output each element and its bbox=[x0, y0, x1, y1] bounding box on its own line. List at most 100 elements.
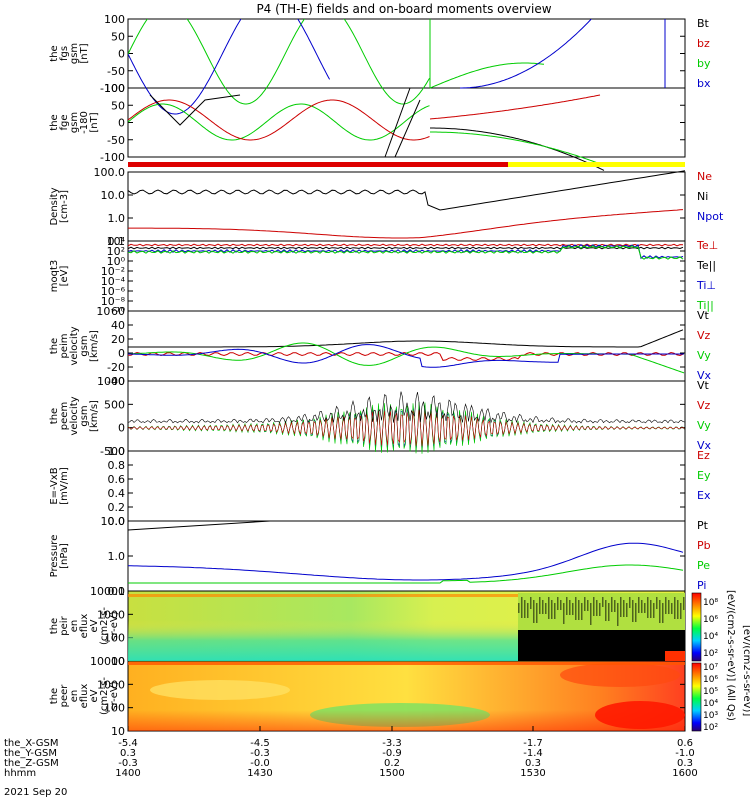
y-tick-label: 0.1 bbox=[108, 235, 126, 248]
y-tick-label: -40 bbox=[107, 375, 125, 388]
legend-entry: Vt bbox=[697, 379, 710, 392]
y-axis-label-line: gsm bbox=[69, 43, 80, 64]
trace-by bbox=[128, 19, 430, 105]
ion-spectrogram-streak bbox=[602, 597, 604, 607]
y-axis-label-line: eflux bbox=[79, 614, 90, 639]
colorbar-ticks: 10⁸ 10⁶ 10⁴ 10² 10⁷ 10⁶ 10⁵ 10⁴ 10³ 10² bbox=[703, 598, 718, 733]
colorbar-tick: 10⁵ bbox=[703, 687, 718, 697]
y-tick-label: 10⁻¹⁰ bbox=[96, 305, 125, 318]
electron-spectrogram-band bbox=[128, 662, 685, 665]
colorbar-label-electron: [eV/(cm2-s-sr-eV)] bbox=[741, 625, 750, 716]
x-tick-label: -1.7 bbox=[523, 738, 543, 749]
y-tick-label: 10⁻⁴ bbox=[101, 275, 126, 288]
ion-spectrogram-streak bbox=[629, 597, 631, 608]
y-tick-label: 100 bbox=[104, 632, 125, 645]
panel-frame-group-5 bbox=[127, 310, 686, 382]
colorbar: 10⁸ 10⁶ 10⁴ 10² 10⁷ 10⁶ 10⁵ 10⁴ 10³ 10² [eV/(cm2-… bbox=[691, 590, 750, 733]
x-tick-label: 1400 bbox=[115, 768, 140, 779]
legend-entry: by bbox=[697, 57, 711, 70]
y-axis-label-line: eV bbox=[89, 689, 100, 702]
colorbar-tick: 10⁴ bbox=[703, 699, 718, 709]
y-axis-label-line: en bbox=[69, 690, 80, 703]
y-axis-label-line: E=-VxB bbox=[49, 467, 60, 504]
legend-entry: Te⊥ bbox=[696, 239, 718, 252]
ion-spectrogram-streak bbox=[620, 597, 622, 617]
y-tick-label: 0 bbox=[118, 48, 125, 61]
ion-spectrogram-streak bbox=[677, 600, 679, 619]
y-tick-label: 10 bbox=[111, 655, 125, 668]
y-tick-label: 10000 bbox=[90, 585, 125, 598]
y-tick-label: -100 bbox=[100, 151, 125, 164]
y-axis-label: the peim velocity gsm [km/s] bbox=[49, 326, 100, 365]
state-bar-red bbox=[128, 162, 508, 167]
ion-spectrogram-streak bbox=[623, 600, 625, 617]
y-axis-label-line: (cm2-s- bbox=[99, 607, 110, 645]
legend-entry: bx bbox=[697, 77, 711, 90]
y-axis-label-line: the bbox=[49, 408, 60, 424]
y-axis-label-line: [nPa] bbox=[59, 543, 70, 569]
ion-spectrogram-streak bbox=[611, 597, 613, 612]
y-axis-label-line: peer bbox=[59, 684, 70, 708]
ion-spectrogram-streak bbox=[593, 597, 595, 616]
y-tick-label: -100 bbox=[100, 82, 125, 95]
legend-entry: Bt bbox=[697, 17, 710, 30]
electron-spectrogram-yellow bbox=[150, 680, 290, 700]
colorbar-tick: 10⁷ bbox=[703, 663, 718, 673]
panel-2: 100 50 0 -50 -100 the fge gsm -180 [nT] bbox=[49, 82, 685, 164]
x-axis-row-name: hhmm bbox=[4, 768, 36, 779]
x-tick-label: 0.2 bbox=[384, 758, 400, 769]
legend-entry: Npot bbox=[697, 210, 724, 223]
y-tick-label: 0 bbox=[118, 117, 125, 130]
y-axis-label-line: gsm bbox=[79, 335, 90, 356]
y-axis-label-line: en bbox=[69, 620, 80, 633]
y-axis-label-line: -180 bbox=[79, 111, 90, 134]
legend-entry: Ey bbox=[697, 469, 711, 482]
ion-spectrogram-streak bbox=[533, 600, 535, 623]
y-axis-label: the peer en eflux eV (cm2-s-sr-eV) bbox=[49, 677, 120, 715]
trace-Pt bbox=[128, 520, 271, 531]
legend-entry: Ti⊥ bbox=[696, 279, 716, 292]
y-axis-label-line: [km/s] bbox=[89, 400, 100, 432]
ion-spectrogram-streak bbox=[560, 600, 562, 610]
x-axis-row-name: the_Z-GSM bbox=[4, 758, 59, 769]
ion-spectrogram-streak bbox=[638, 597, 640, 613]
legend-entry: Pt bbox=[697, 519, 709, 532]
y-axis-label: moqt3 [eV] bbox=[49, 260, 70, 293]
plot-title: P4 (TH-E) fields and on-board moments ov… bbox=[256, 2, 551, 16]
y-tick-label: 0.6 bbox=[108, 473, 126, 486]
ion-spectrogram-streak bbox=[572, 603, 574, 615]
y-tick-label: -50 bbox=[107, 65, 125, 78]
y-axis-label-line: velocity bbox=[69, 326, 80, 365]
legend-entry: Vt bbox=[697, 309, 710, 322]
panel-frame bbox=[127, 87, 686, 158]
trace-Ne bbox=[128, 209, 684, 239]
y-axis-label-line: sr-eV) bbox=[109, 611, 120, 640]
y-axis-label-line: Density bbox=[49, 187, 60, 225]
y-tick-label: 100 bbox=[104, 702, 125, 715]
colorbar-label: [eV/(cm2-s-sr-eV)] (All Qs) bbox=[725, 590, 736, 721]
data-traces bbox=[128, 19, 685, 731]
trace-fge-y bbox=[128, 103, 430, 141]
ion-spectrogram-streak bbox=[656, 597, 658, 609]
ion-spectrogram-streak bbox=[626, 603, 628, 617]
y-axis-label-line: [km/s] bbox=[89, 330, 100, 362]
y-axis-label: the peem velocity gsm [km/s] bbox=[49, 396, 100, 435]
legend-entry: Pe bbox=[697, 559, 710, 572]
colorbar-tick: 10⁸ bbox=[703, 598, 718, 608]
trace-fge-t2 bbox=[384, 87, 421, 158]
ion-spectrogram-streak bbox=[662, 603, 664, 623]
trace-fge-z-late bbox=[429, 94, 601, 120]
y-axis-label-line: eflux bbox=[79, 684, 90, 709]
y-axis-label: Density [cm-3] bbox=[49, 187, 70, 225]
legend-entry: Vx bbox=[697, 439, 712, 452]
y-axis-label-line: the bbox=[49, 114, 60, 130]
legend-entry: Ez bbox=[697, 449, 710, 462]
y-tick-label: 0.8 bbox=[108, 459, 126, 472]
state-bar-yellow bbox=[508, 162, 685, 167]
ion-spectrogram-streak bbox=[605, 600, 607, 621]
trace-peim-Vz bbox=[128, 351, 684, 362]
y-tick-label: 10.0 bbox=[101, 515, 126, 528]
ion-spectrogram-streak bbox=[644, 603, 646, 613]
y-tick-label: -50 bbox=[107, 134, 125, 147]
y-axis-label-line: [nT] bbox=[89, 112, 100, 132]
